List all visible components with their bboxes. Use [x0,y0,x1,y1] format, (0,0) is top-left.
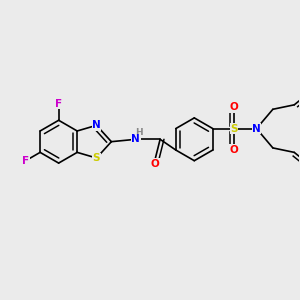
Text: N: N [131,134,140,144]
Text: N: N [252,124,261,134]
Text: F: F [22,156,29,166]
Text: O: O [230,145,239,155]
Text: O: O [150,159,159,169]
Text: H: H [136,128,143,137]
Text: F: F [55,99,62,109]
Text: N: N [92,120,101,130]
Text: O: O [230,102,239,112]
Text: S: S [230,124,238,134]
Text: S: S [93,153,100,163]
